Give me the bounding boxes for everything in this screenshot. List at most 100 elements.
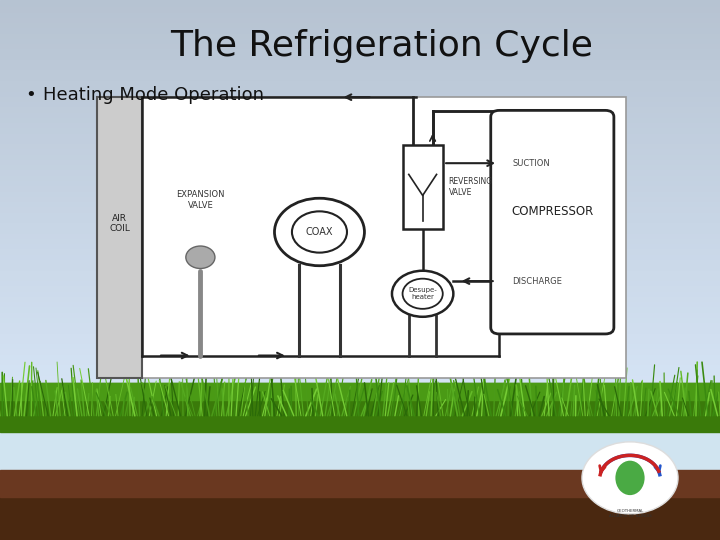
Bar: [0, 226, 720, 232]
Bar: [0, 48, 720, 53]
Bar: [0, 395, 720, 400]
Text: The Refrigeration Cycle: The Refrigeration Cycle: [170, 29, 593, 63]
Bar: [0, 332, 720, 337]
Bar: [0, 379, 720, 384]
Bar: [0, 258, 720, 263]
Bar: [0, 475, 720, 540]
Bar: [0, 253, 720, 258]
Bar: [0, 342, 720, 348]
Bar: [0, 21, 720, 26]
Bar: [0, 90, 720, 95]
Bar: [0, 79, 720, 84]
Bar: [0, 383, 720, 400]
Bar: [0, 79, 720, 84]
Bar: [0, 163, 720, 168]
Bar: [402, 145, 443, 229]
Bar: [0, 406, 720, 410]
Bar: [0, 168, 720, 174]
Bar: [0, 58, 720, 63]
Text: COAX: COAX: [306, 227, 333, 237]
Bar: [0, 200, 720, 205]
Bar: [0, 21, 720, 26]
Bar: [0, 221, 720, 226]
Bar: [0, 0, 720, 5]
Bar: [0, 253, 720, 258]
Bar: [0, 242, 720, 247]
Bar: [0, 416, 720, 421]
Bar: [0, 470, 720, 497]
Bar: [0, 163, 720, 168]
Bar: [0, 306, 720, 310]
Bar: [0, 63, 720, 69]
Circle shape: [392, 271, 454, 317]
Bar: [0, 142, 720, 147]
Bar: [0, 137, 720, 142]
Bar: [0, 31, 720, 37]
Bar: [0, 300, 720, 306]
Bar: [0, 395, 720, 400]
Bar: [0, 111, 720, 116]
Bar: [0, 58, 720, 63]
Bar: [0, 353, 720, 358]
Bar: [0, 132, 720, 137]
Bar: [0, 258, 720, 263]
Bar: [0, 374, 720, 379]
Bar: [0, 368, 720, 374]
Bar: [0, 242, 720, 247]
Bar: [0, 147, 720, 153]
Bar: [0, 0, 720, 5]
Bar: [0, 216, 720, 221]
Bar: [0, 268, 720, 274]
Bar: [0, 16, 720, 21]
Bar: [0, 158, 720, 163]
Bar: [0, 368, 720, 374]
Ellipse shape: [186, 246, 215, 268]
Text: •: •: [25, 85, 36, 104]
Bar: [0, 337, 720, 342]
Bar: [0, 268, 720, 274]
Bar: [0, 284, 720, 289]
Bar: [0, 95, 720, 100]
Bar: [0, 190, 720, 195]
Bar: [0, 52, 720, 58]
Bar: [0, 26, 720, 31]
Bar: [0, 153, 720, 158]
Text: REVERSING
VALVE: REVERSING VALVE: [449, 177, 492, 197]
Bar: [0, 390, 720, 395]
Bar: [0, 205, 720, 211]
Bar: [0, 279, 720, 284]
Circle shape: [292, 211, 347, 253]
Circle shape: [402, 279, 443, 309]
Bar: [0, 190, 720, 195]
Bar: [0, 100, 720, 105]
Bar: [0, 116, 720, 121]
Bar: [0, 195, 720, 200]
Text: SUCTION: SUCTION: [512, 159, 550, 168]
Bar: [0, 174, 720, 179]
Bar: [0, 384, 720, 390]
Bar: [0, 63, 720, 69]
Bar: [0, 95, 720, 100]
Bar: [0, 300, 720, 306]
Bar: [0, 310, 720, 316]
Bar: [0, 211, 720, 216]
Bar: [0, 321, 720, 326]
Bar: [0, 274, 720, 279]
Text: Heating Mode Operation: Heating Mode Operation: [43, 85, 264, 104]
Bar: [0, 184, 720, 190]
Bar: [0, 279, 720, 284]
Bar: [0, 168, 720, 174]
Bar: [0, 289, 720, 295]
Ellipse shape: [616, 461, 644, 495]
Bar: [0, 284, 720, 289]
Bar: [0, 406, 720, 410]
Bar: [0, 295, 720, 300]
Bar: [0, 337, 720, 342]
Bar: [0, 321, 720, 326]
Bar: [0, 410, 720, 416]
Bar: [0, 316, 720, 321]
Bar: [0, 137, 720, 142]
Circle shape: [274, 198, 364, 266]
Bar: [0, 105, 720, 111]
Bar: [0, 232, 720, 237]
